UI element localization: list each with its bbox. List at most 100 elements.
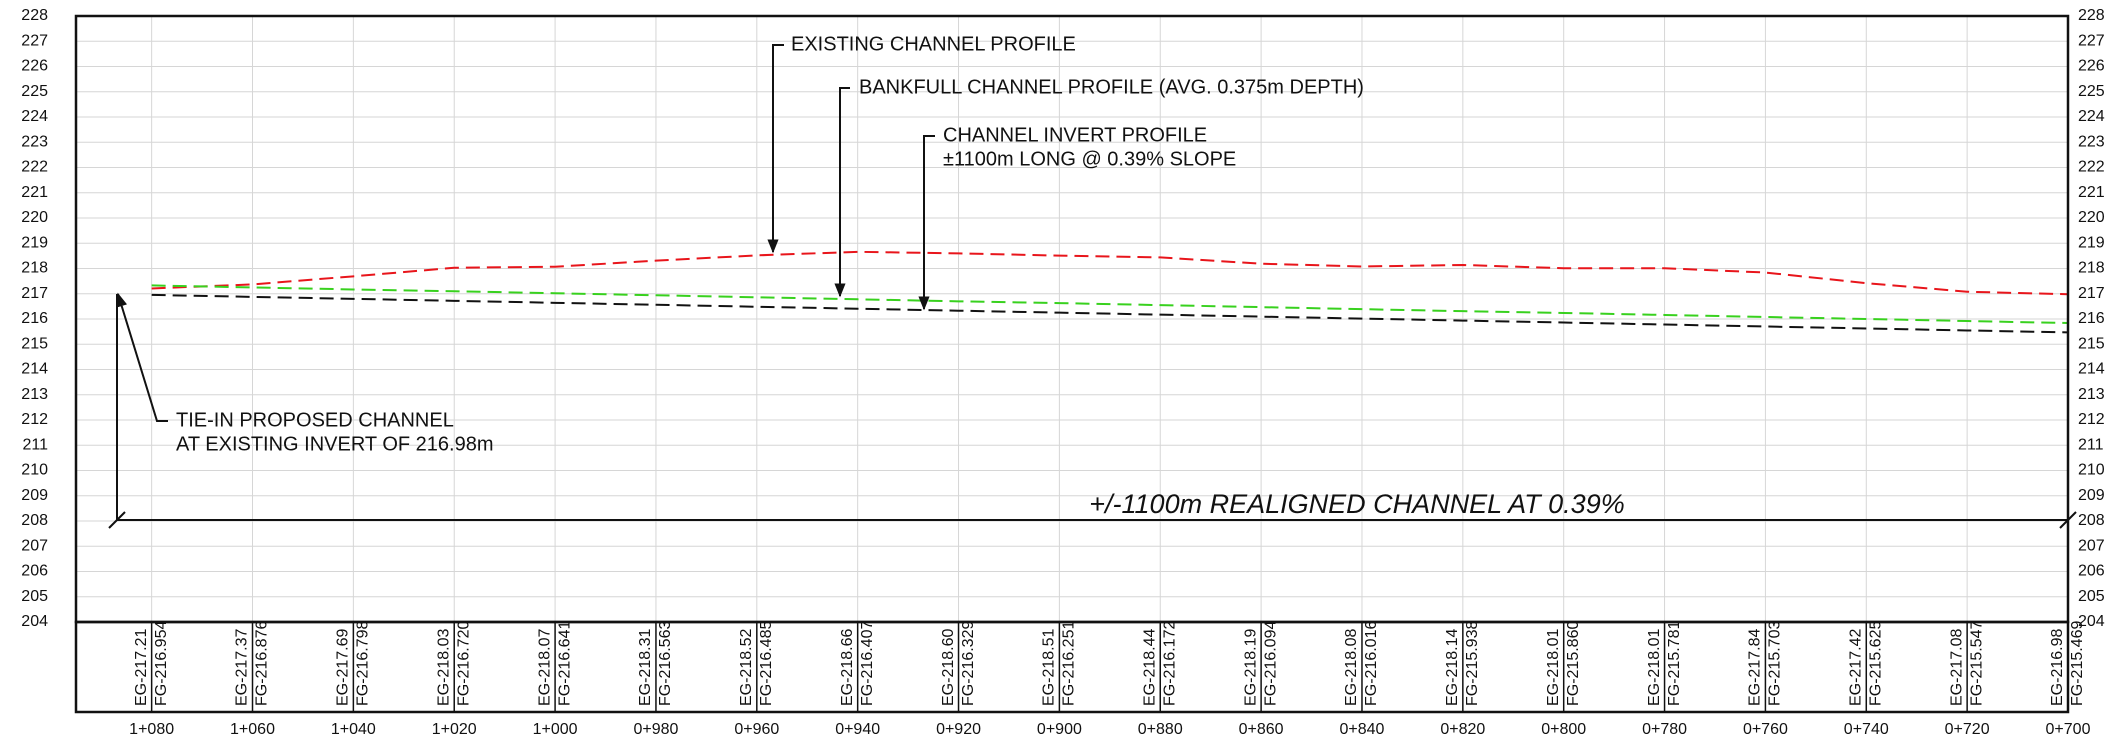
y-tick-label: 218 (21, 260, 48, 277)
annotation: AT EXISTING INVERT OF 216.98m (176, 433, 494, 455)
y-tick-label: 221 (21, 184, 48, 201)
x-tick-label: 1+020 (432, 721, 477, 738)
station-value-label: EG-217.84 (1747, 629, 1764, 706)
y-tick-label-right: 213 (2078, 386, 2105, 403)
y-tick-label-right: 212 (2078, 411, 2105, 428)
station-value-label: FG-216.485 (758, 621, 775, 706)
station-value-label: EG-218.01 (1545, 629, 1562, 706)
y-tick-label: 226 (21, 58, 48, 75)
x-tick-label: 0+800 (1541, 721, 1586, 738)
station-value-label: EG-218.19 (1242, 629, 1259, 706)
y-tick-label-right: 207 (2078, 537, 2105, 554)
leader (116, 292, 168, 422)
y-tick-label-right: 216 (2078, 310, 2105, 327)
y-tick-label: 206 (21, 563, 48, 580)
station-value-label: EG-218.01 (1646, 629, 1663, 706)
leader (834, 87, 850, 298)
station-value-label: FG-215.469 (2069, 621, 2086, 706)
y-tick-label-right: 206 (2078, 563, 2105, 580)
x-tick-label: 0+980 (633, 721, 678, 738)
station-value-label: EG-218.31 (637, 629, 654, 706)
y-tick-label-right: 220 (2078, 209, 2105, 226)
station-value-label: FG-216.876 (254, 621, 271, 706)
y-tick-label-right: 226 (2078, 58, 2105, 75)
station-value-label: FG-216.720 (455, 621, 472, 706)
y-tick-label: 209 (21, 487, 48, 504)
grid (76, 15, 2069, 623)
x-tick-label: 0+720 (1945, 721, 1990, 738)
station-value-label: FG-215.625 (1867, 621, 1884, 706)
annotation: TIE-IN PROPOSED CHANNEL (176, 409, 454, 431)
x-tick-label: 0+960 (734, 721, 779, 738)
y-tick-label-right: 211 (2078, 436, 2104, 453)
station-value-label: FG-216.094 (1262, 621, 1279, 706)
y-tick-label: 220 (21, 209, 48, 226)
station-value-label: EG-217.37 (234, 629, 251, 706)
station-value-label: FG-215.938 (1464, 621, 1481, 706)
y-tick-label: 213 (21, 386, 48, 403)
y-tick-label: 212 (21, 411, 48, 428)
station-value-label: FG-216.563 (657, 621, 674, 706)
x-tick-label: 0+940 (835, 721, 880, 738)
y-tick-label-right: 225 (2078, 83, 2105, 100)
y-tick-label: 222 (21, 159, 48, 176)
y-tick-label: 205 (21, 588, 48, 605)
station-value-label: EG-218.07 (536, 629, 553, 706)
station-value-label: FG-216.641 (556, 621, 573, 706)
y-tick-label-right: 227 (2078, 32, 2105, 49)
x-tick-label: 0+780 (1642, 721, 1687, 738)
leader (767, 44, 784, 254)
annotations: EXISTING CHANNEL PROFILE BANKFULL CHANNE… (108, 33, 2077, 529)
y-tick-label-right: 208 (2078, 512, 2105, 529)
y-tick-label-right: 224 (2078, 108, 2105, 125)
station-value-label: EG-218.44 (1141, 629, 1158, 706)
x-tick-label: 0+840 (1340, 721, 1385, 738)
y-tick-label-right: 214 (2078, 361, 2105, 378)
y-tick-label-right: 221 (2078, 184, 2105, 201)
station-value-label: FG-216.954 (153, 621, 170, 706)
station-value-label: FG-216.251 (1061, 621, 1078, 706)
station-value-label: FG-216.798 (355, 621, 372, 706)
y-tick-label-right: 210 (2078, 462, 2105, 479)
y-tick-label: 217 (21, 285, 48, 302)
x-tick-label: 0+760 (1743, 721, 1788, 738)
annotation: BANKFULL CHANNEL PROFILE (AVG. 0.375m DE… (859, 76, 1364, 98)
annotation: ±1100m LONG @ 0.39% SLOPE (943, 148, 1236, 170)
y-tick-label: 223 (21, 133, 48, 150)
y-tick-label-right: 217 (2078, 285, 2105, 302)
marks (151, 250, 2069, 334)
y-tick-label-right: 215 (2078, 335, 2105, 352)
y-tick-label: 227 (21, 32, 48, 49)
x-tick-label: 1+040 (331, 721, 376, 738)
dimension-tick (108, 511, 126, 529)
x-tick-label: 0+920 (936, 721, 981, 738)
x-tick-label: 0+860 (1239, 721, 1284, 738)
annotation: EXISTING CHANNEL PROFILE (791, 33, 1076, 55)
x-tick-label: 0+900 (1037, 721, 1082, 738)
station-value-label: EG-216.98 (2049, 629, 2066, 706)
y-tick-label: 204 (21, 613, 48, 630)
station-value-label: EG-218.66 (839, 629, 856, 706)
x-tick-label: 1+060 (230, 721, 275, 738)
y-tick-label: 210 (21, 462, 48, 479)
y-tick-label-right: 228 (2078, 7, 2105, 24)
y-tick-label: 211 (22, 436, 48, 453)
station-value-label: EG-218.60 (940, 629, 957, 706)
station-value-label: FG-215.781 (1666, 621, 1683, 706)
station-value-label: EG-218.52 (738, 629, 755, 706)
station-value-label: FG-216.407 (859, 621, 876, 706)
station-value-label: EG-218.08 (1343, 629, 1360, 706)
y-tick-label-right: 223 (2078, 133, 2105, 150)
station-value-label: FG-216.016 (1363, 621, 1380, 706)
y-tick-label: 207 (21, 537, 48, 554)
station-value-label: EG-217.21 (133, 629, 150, 706)
y-tick-label: 224 (21, 108, 48, 125)
station-value-label: FG-216.329 (960, 621, 977, 706)
y-tick-label-right: 219 (2078, 234, 2105, 251)
x-tick-label: 0+740 (1844, 721, 1889, 738)
annotation: CHANNEL INVERT PROFILE (943, 124, 1207, 146)
station-value-label: FG-216.172 (1161, 621, 1178, 706)
y-tick-label-right: 209 (2078, 487, 2105, 504)
x-tick-label: 1+000 (533, 721, 578, 738)
x-tick-label: 0+880 (1138, 721, 1183, 738)
